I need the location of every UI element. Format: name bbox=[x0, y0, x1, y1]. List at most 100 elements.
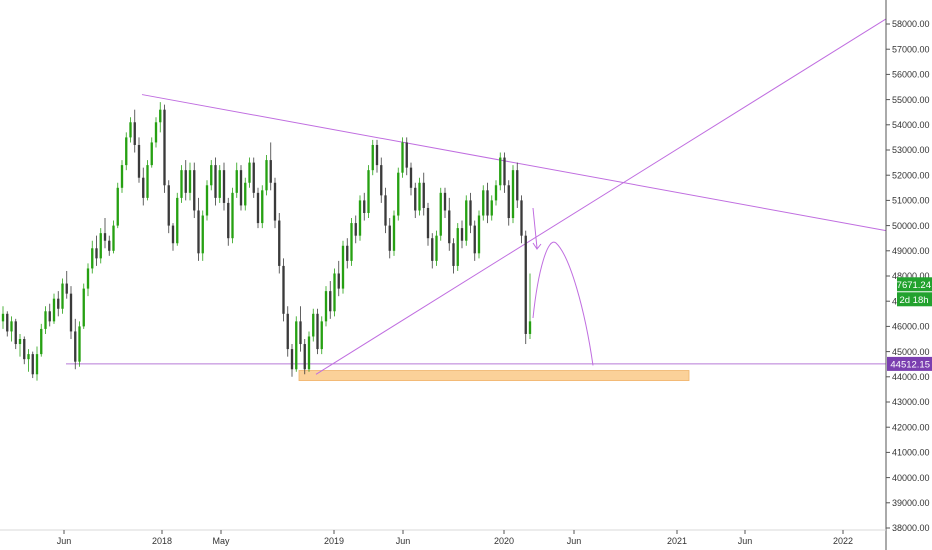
candle bbox=[48, 303, 51, 327]
candle-body bbox=[269, 160, 272, 183]
candle-body bbox=[303, 344, 306, 370]
candle-body bbox=[418, 182, 421, 211]
candle-body bbox=[375, 144, 379, 166]
candles bbox=[1, 102, 532, 381]
descending-trendline bbox=[141, 94, 887, 232]
candle bbox=[103, 218, 107, 249]
candle bbox=[473, 220, 476, 261]
candle-body bbox=[6, 313, 9, 332]
candle bbox=[95, 235, 98, 266]
x-tick-label: 2019 bbox=[324, 536, 344, 546]
candle bbox=[392, 210, 396, 256]
y-tick-label: 55000.00 bbox=[892, 95, 930, 105]
candle bbox=[57, 291, 60, 317]
candle-body bbox=[448, 210, 451, 244]
candle-body bbox=[57, 298, 60, 309]
candle-body bbox=[239, 170, 243, 206]
candle bbox=[205, 180, 209, 221]
candle bbox=[137, 137, 141, 183]
candle-body bbox=[312, 313, 315, 337]
candle-body bbox=[27, 354, 30, 360]
y-tick-label: 54000.00 bbox=[892, 120, 930, 130]
candle-body bbox=[460, 228, 464, 241]
candle bbox=[286, 306, 289, 357]
candle bbox=[439, 187, 442, 241]
candle bbox=[146, 160, 149, 201]
y-tick-label: 51000.00 bbox=[892, 196, 930, 206]
x-tick-label: Jun bbox=[567, 536, 582, 546]
candle-body bbox=[409, 167, 413, 188]
candle bbox=[154, 117, 158, 148]
candle-body bbox=[354, 223, 357, 236]
candle-body bbox=[218, 170, 221, 198]
candle bbox=[142, 167, 145, 206]
candle-body bbox=[273, 182, 277, 221]
candle-body bbox=[341, 245, 345, 289]
candle bbox=[222, 162, 226, 211]
candle bbox=[231, 187, 234, 244]
candle bbox=[507, 180, 510, 226]
candle bbox=[14, 318, 17, 350]
y-tick-label: 48000.00 bbox=[892, 271, 930, 281]
candle bbox=[477, 210, 481, 259]
x-tick-label: 2018 bbox=[152, 536, 172, 546]
candle-body bbox=[414, 187, 417, 211]
candle-body bbox=[176, 197, 179, 244]
candle-body bbox=[231, 192, 234, 239]
candle-body bbox=[163, 109, 166, 186]
candle-body bbox=[61, 283, 64, 309]
candle bbox=[405, 137, 408, 176]
candle bbox=[167, 180, 170, 234]
candle-body bbox=[48, 311, 51, 322]
candle bbox=[418, 177, 421, 216]
candle-body bbox=[188, 170, 192, 193]
candle-body bbox=[324, 291, 328, 322]
candle-body bbox=[439, 192, 442, 236]
y-tick-label: 46000.00 bbox=[892, 322, 930, 332]
candle bbox=[388, 218, 391, 259]
candle bbox=[218, 165, 221, 203]
candle-body bbox=[286, 313, 289, 350]
candle-body bbox=[125, 137, 128, 166]
candle bbox=[163, 104, 166, 193]
candle bbox=[44, 306, 47, 334]
time-axis[interactable]: Jun 2018 May 2019 Jun 2020 Jun 2021 Jun 2022 bbox=[0, 529, 886, 546]
candle-body bbox=[180, 170, 183, 198]
candle-body bbox=[137, 144, 141, 178]
level-price-label: 44512.15 bbox=[890, 359, 930, 370]
candle bbox=[346, 238, 349, 269]
candle bbox=[350, 218, 353, 266]
candle-body bbox=[384, 195, 387, 226]
candle bbox=[273, 177, 277, 229]
candle-body bbox=[82, 288, 85, 327]
candle-body bbox=[227, 202, 230, 239]
y-tick-label: 56000.00 bbox=[892, 70, 930, 80]
candle bbox=[133, 109, 136, 153]
candle bbox=[184, 160, 187, 201]
candle-body bbox=[494, 185, 498, 201]
candle bbox=[456, 223, 459, 271]
candle-body bbox=[167, 185, 170, 226]
candle-body bbox=[422, 182, 425, 208]
candle bbox=[452, 238, 455, 274]
candle bbox=[290, 344, 294, 377]
candle bbox=[74, 318, 77, 370]
candle bbox=[282, 258, 285, 322]
price-axis[interactable]: 38000.00 39000.00 40000.00 41000.00 42000.00… bbox=[885, 0, 930, 550]
candle-body bbox=[248, 162, 251, 183]
candle bbox=[409, 162, 413, 196]
countdown-label: 2d 18h bbox=[899, 295, 928, 306]
candle bbox=[27, 349, 30, 372]
candle bbox=[112, 220, 115, 254]
candle-body bbox=[371, 144, 374, 171]
y-tick-label: 58000.00 bbox=[892, 19, 930, 29]
candle-body bbox=[44, 311, 47, 329]
candle bbox=[269, 142, 272, 191]
candle bbox=[503, 152, 506, 193]
last-price-tag bbox=[897, 277, 932, 292]
candle-body bbox=[392, 215, 396, 251]
down-arrow-drawing bbox=[532, 207, 542, 250]
candle-body bbox=[244, 182, 247, 206]
candle-body bbox=[146, 165, 149, 198]
